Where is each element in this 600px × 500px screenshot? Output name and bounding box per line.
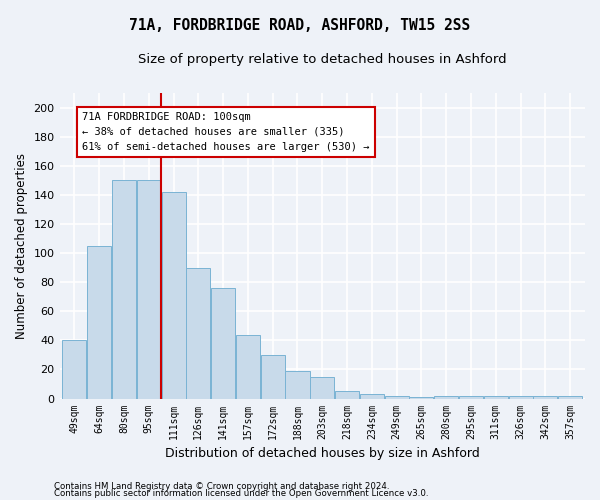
Bar <box>459 396 483 398</box>
Text: Contains public sector information licensed under the Open Government Licence v3: Contains public sector information licen… <box>54 490 428 498</box>
Bar <box>310 376 334 398</box>
Bar <box>360 394 384 398</box>
Bar <box>236 334 260 398</box>
Bar <box>409 397 433 398</box>
Bar <box>484 396 508 398</box>
Bar <box>87 246 111 398</box>
Bar <box>161 192 185 398</box>
Bar <box>62 340 86 398</box>
Title: Size of property relative to detached houses in Ashford: Size of property relative to detached ho… <box>138 52 506 66</box>
Bar <box>112 180 136 398</box>
Text: 71A FORDBRIDGE ROAD: 100sqm
← 38% of detached houses are smaller (335)
61% of se: 71A FORDBRIDGE ROAD: 100sqm ← 38% of det… <box>82 112 370 152</box>
Bar <box>187 268 211 398</box>
Bar <box>286 371 310 398</box>
Y-axis label: Number of detached properties: Number of detached properties <box>15 153 28 339</box>
Bar <box>434 396 458 398</box>
Text: Contains HM Land Registry data © Crown copyright and database right 2024.: Contains HM Land Registry data © Crown c… <box>54 482 389 491</box>
Bar <box>533 396 557 398</box>
Bar <box>137 180 161 398</box>
Text: 71A, FORDBRIDGE ROAD, ASHFORD, TW15 2SS: 71A, FORDBRIDGE ROAD, ASHFORD, TW15 2SS <box>130 18 470 32</box>
Bar <box>260 355 285 399</box>
Bar <box>558 396 582 398</box>
Bar <box>335 392 359 398</box>
Bar <box>211 288 235 399</box>
X-axis label: Distribution of detached houses by size in Ashford: Distribution of detached houses by size … <box>165 447 479 460</box>
Bar <box>385 396 409 398</box>
Bar <box>509 396 533 398</box>
